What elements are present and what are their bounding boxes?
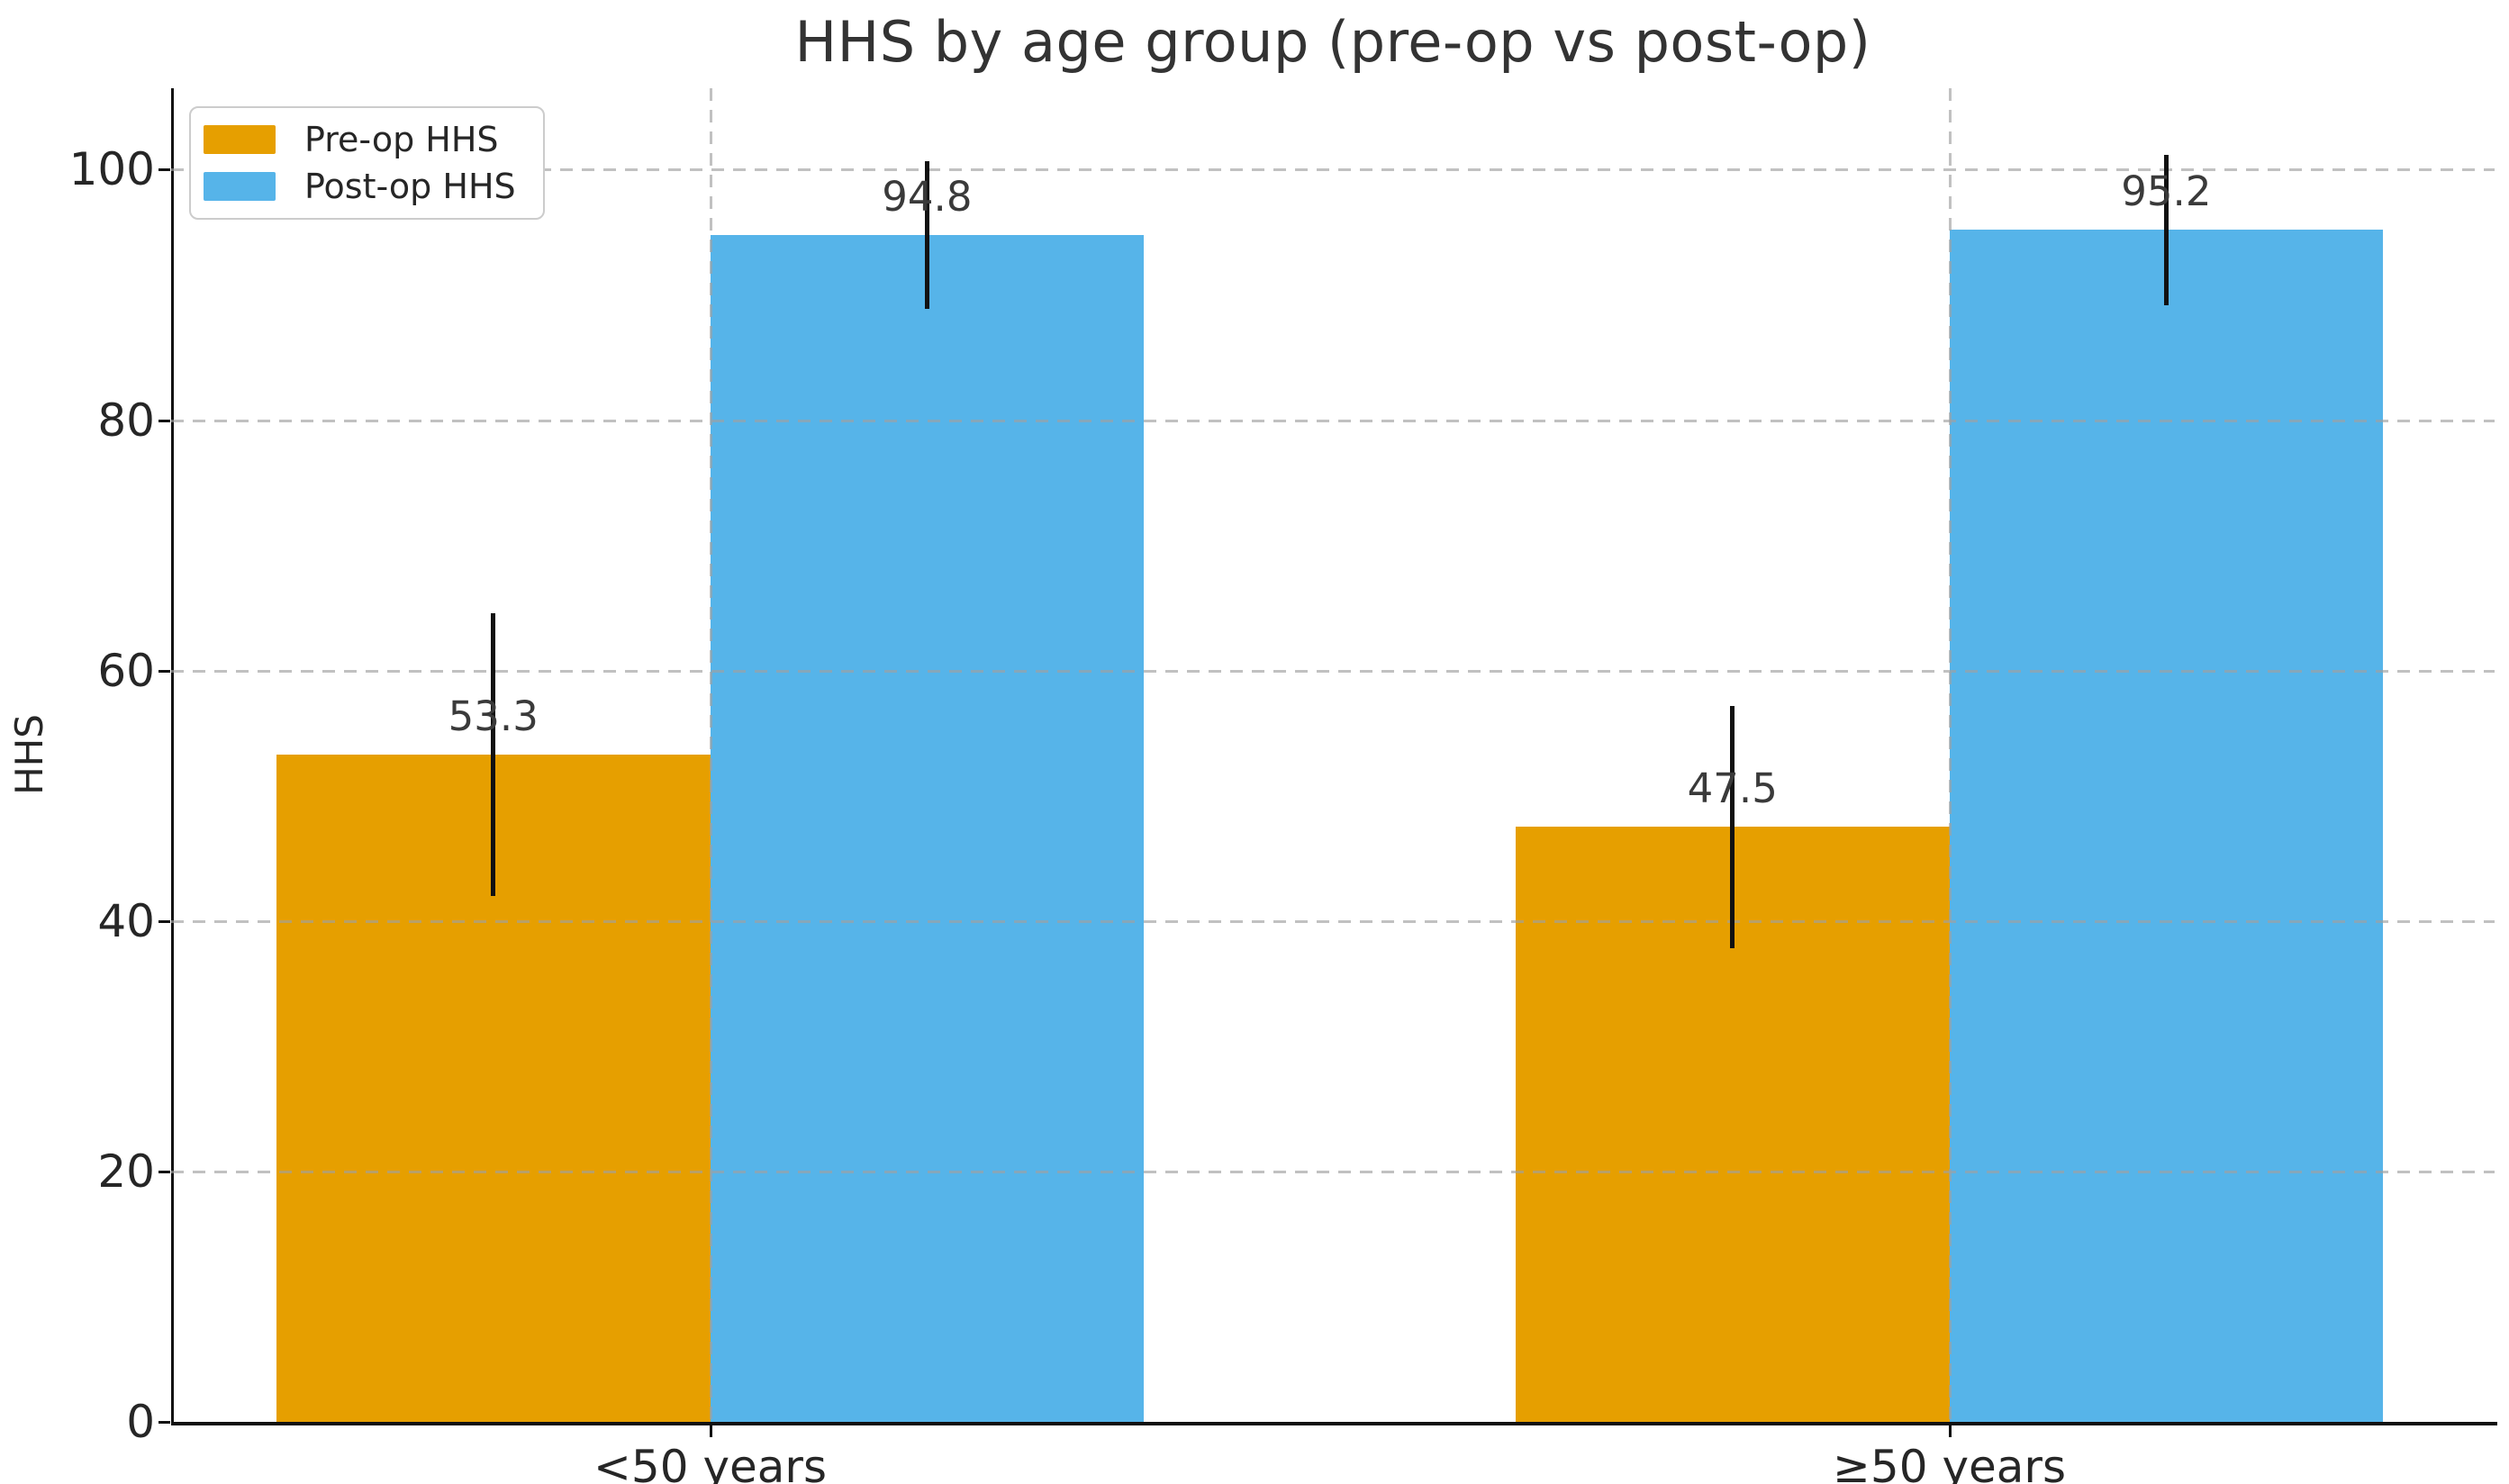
y-tick-mark <box>159 1170 170 1173</box>
plot-area <box>171 88 2497 1425</box>
y-tick-mark <box>159 1421 170 1424</box>
bar-value-label: 95.2 <box>2121 167 2212 216</box>
legend-item-preop: Pre-op HHS <box>204 122 516 158</box>
legend-label-preop: Pre-op HHS <box>304 120 499 159</box>
legend-swatch-preop <box>204 125 276 154</box>
h-gridline <box>171 168 2495 172</box>
y-tick-label: 0 <box>126 1396 155 1448</box>
h-gridline <box>171 669 2495 673</box>
h-gridline <box>171 919 2495 923</box>
y-tick-label: 60 <box>97 644 155 697</box>
v-gridline <box>709 88 712 1422</box>
error-bar <box>2163 154 2169 305</box>
h-gridline <box>171 419 2495 422</box>
bar-value-label: 94.8 <box>882 172 973 221</box>
y-tick-label: 80 <box>97 394 155 447</box>
bar-postop-1 <box>1949 230 2384 1422</box>
x-tick-mark <box>709 1425 712 1437</box>
bar-postop-0 <box>710 234 1145 1422</box>
y-tick-label: 20 <box>97 1145 155 1198</box>
chart-title: HHS by age group (pre-op vs post-op) <box>794 9 1871 75</box>
y-tick-label: 40 <box>97 894 155 947</box>
legend: Pre-op HHS Post-op HHS <box>189 106 545 220</box>
h-gridline <box>171 1170 2495 1173</box>
bar-value-label: 47.5 <box>1687 765 1778 813</box>
y-tick-label: 100 <box>68 143 155 196</box>
bar-value-label: 53.3 <box>448 692 539 740</box>
y-tick-mark <box>159 419 170 422</box>
legend-item-postop: Post-op HHS <box>204 168 516 204</box>
error-bar <box>1730 705 1735 949</box>
error-bar <box>491 612 496 896</box>
x-tick-mark <box>1948 1425 1952 1437</box>
v-gridline <box>1948 88 1952 1422</box>
x-tick-label: ≥50 years <box>1833 1441 2067 1484</box>
legend-swatch-postop <box>204 172 276 201</box>
legend-label-postop: Post-op HHS <box>304 167 516 206</box>
x-tick-label: <50 years <box>593 1441 828 1484</box>
error-bar <box>924 160 929 309</box>
y-tick-mark <box>159 919 170 923</box>
y-tick-mark <box>159 168 170 172</box>
y-tick-mark <box>159 669 170 673</box>
